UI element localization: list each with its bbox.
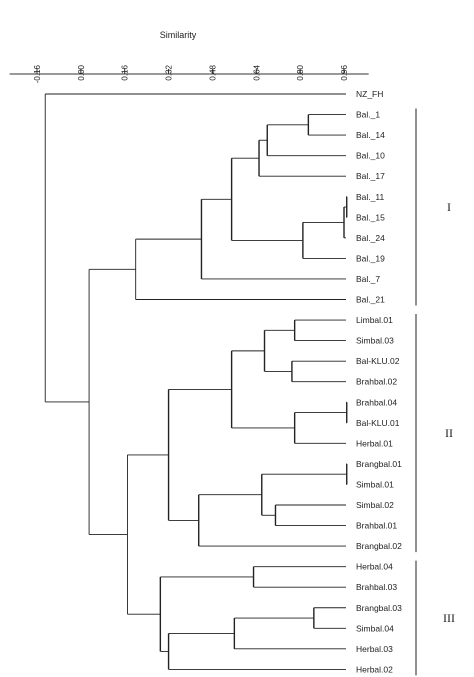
leaf-label-bal-15: Bal._15: [356, 212, 385, 222]
tick-label: 0.64: [252, 64, 261, 80]
tick-label: 0.00: [77, 64, 86, 80]
leaf-label-simbal-01: Simbal.01: [356, 479, 394, 489]
group-label-i: I: [447, 200, 451, 214]
leaf-label-bal-24: Bal._24: [356, 233, 385, 243]
leaf-label-simbal-04: Simbal.04: [356, 623, 394, 633]
leaf-label-bal-klu-01: Bal-KLU.01: [356, 418, 400, 428]
leaf-label-brangbal-01: Brangbal.01: [356, 459, 402, 469]
tick-label: 0.48: [208, 64, 217, 80]
dendrogram-tree: [44, 93, 348, 670]
leaf-label-limbal-01: Limbal.01: [356, 315, 393, 325]
axis-title: Similarity: [160, 30, 197, 40]
leaf-label-bal-7: Bal._7: [356, 274, 380, 284]
leaf-label-brahbal-02: Brahbal.02: [356, 377, 397, 387]
leaf-label-bal-21: Bal._21: [356, 295, 385, 305]
leaf-label-bal-19: Bal._19: [356, 253, 385, 263]
tick-label: 0.16: [121, 64, 130, 80]
similarity-axis: -0.16 0.00 0.16 0.32 0.48 0.64 0.80 0.96: [9, 64, 369, 83]
leaf-label-brangbal-03: Brangbal.03: [356, 603, 402, 613]
leaf-label-brangbal-02: Brangbal.02: [356, 541, 402, 551]
leaf-labels: NZ_FH Bal._1 Bal._14 Bal._10 Bal._17 Bal._11 B…: [356, 89, 402, 674]
leaf-label-herbal-01: Herbal.01: [356, 438, 393, 448]
group-label-iii: III: [443, 611, 455, 625]
leaf-label-bal-17: Bal._17: [356, 171, 385, 181]
leaf-label-bal-klu-02: Bal-KLU.02: [356, 356, 400, 366]
tick-label: 0.96: [340, 64, 349, 80]
leaf-label-simbal-02: Simbal.02: [356, 500, 394, 510]
group-label-ii: II: [445, 426, 453, 440]
tick-label: 0.80: [296, 64, 305, 80]
leaf-label-herbal-04: Herbal.04: [356, 562, 393, 572]
leaf-label-simbal-03: Simbal.03: [356, 336, 394, 346]
leaf-label-bal-1: Bal._1: [356, 110, 380, 120]
leaf-label-bal-10: Bal._10: [356, 151, 385, 161]
leaf-label-herbal-02: Herbal.02: [356, 664, 393, 674]
leaf-label-herbal-03: Herbal.03: [356, 644, 393, 654]
tick-label: 0.32: [165, 64, 174, 80]
leaf-label-nz-fh: NZ_FH: [356, 89, 383, 99]
leaf-label-brahbal-01: Brahbal.01: [356, 521, 397, 531]
leaf-label-brahbal-04: Brahbal.04: [356, 397, 397, 407]
leaf-label-bal-11: Bal._11: [356, 192, 384, 202]
leaf-label-brahbal-03: Brahbal.03: [356, 582, 397, 592]
tick-label: -0.16: [33, 64, 42, 83]
leaf-label-bal-14: Bal._14: [356, 130, 385, 140]
